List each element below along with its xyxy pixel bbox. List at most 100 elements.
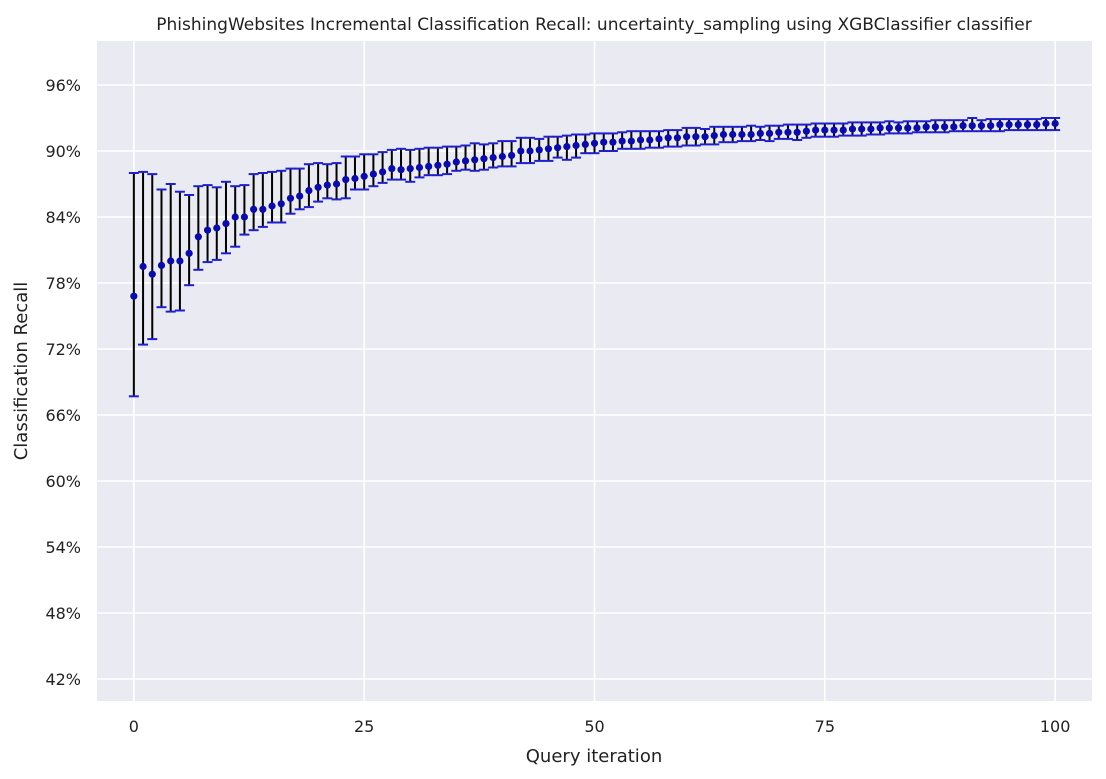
data-point [498, 152, 506, 161]
y-tick-label: 78% [45, 274, 81, 293]
data-point [600, 138, 608, 146]
error-bar [368, 153, 379, 188]
data-point [867, 125, 875, 133]
data-point [1005, 121, 1013, 129]
x-tick-label: 50 [584, 717, 604, 736]
x-tick-label: 25 [354, 717, 374, 736]
data-point [922, 123, 930, 131]
data-point [664, 134, 672, 142]
data-point [342, 176, 350, 184]
data-point [572, 141, 580, 150]
data-point [1033, 121, 1041, 129]
data-point [950, 123, 958, 131]
data-point [885, 124, 893, 132]
y-tick-label: 66% [45, 406, 81, 425]
error-bar [313, 162, 324, 203]
data-point [1051, 119, 1059, 128]
error-bar [276, 169, 287, 224]
data-point [683, 133, 691, 141]
error-bar [267, 170, 278, 224]
data-point [913, 124, 921, 132]
data-point [305, 187, 313, 195]
error-bar [211, 186, 222, 261]
data-point [609, 138, 617, 146]
data-point [517, 147, 525, 155]
error-bar [303, 163, 314, 209]
data-point [139, 262, 147, 271]
error-bar [257, 172, 268, 228]
data-point [157, 261, 166, 269]
x-tick-label: 75 [815, 717, 835, 736]
data-point [425, 162, 433, 170]
x-tick-label: 100 [1040, 717, 1071, 736]
data-point [489, 154, 497, 162]
data-point [940, 123, 949, 131]
error-bar [202, 184, 213, 264]
data-point [655, 135, 663, 143]
data-point [802, 127, 810, 135]
data-point [148, 270, 156, 278]
data-point [222, 220, 230, 228]
data-point [904, 124, 912, 132]
data-point [839, 126, 847, 134]
data-point [434, 161, 442, 169]
data-point [250, 205, 258, 213]
error-bar [184, 194, 195, 287]
error-bar [165, 183, 176, 313]
data-point [360, 172, 368, 180]
data-point [406, 165, 414, 173]
data-point [231, 213, 239, 221]
data-point [203, 226, 212, 234]
data-point [590, 139, 599, 147]
data-point [167, 257, 175, 265]
data-point [213, 224, 221, 232]
data-point [738, 130, 746, 139]
data-point [692, 133, 700, 141]
data-point [535, 146, 543, 154]
error-bar [294, 167, 305, 211]
data-point [747, 130, 755, 139]
data-point [452, 158, 460, 166]
data-point [812, 126, 820, 134]
tick-labels: 42% 48% 54% 60% 66% 72% 78% 84% 90% 96% 0 25 50 75 100 [45, 76, 1070, 736]
data-point [554, 144, 562, 152]
y-tick-label: 96% [45, 76, 81, 95]
data-point [618, 137, 626, 145]
data-point [710, 132, 718, 140]
data-point [848, 125, 857, 133]
error-bar [156, 188, 167, 309]
y-tick-label: 54% [45, 538, 81, 557]
error-bar [138, 170, 149, 346]
error-bar [174, 190, 185, 312]
data-point [240, 213, 249, 221]
error-bar [359, 153, 370, 191]
data-point [968, 122, 976, 130]
data-point [379, 168, 387, 176]
error-bar [442, 145, 453, 176]
data-point [636, 136, 645, 144]
data-point [673, 134, 682, 142]
data-point [286, 194, 295, 202]
data-point [526, 147, 534, 155]
error-bar [414, 147, 425, 179]
data-point [858, 125, 866, 133]
data-point [581, 140, 589, 148]
data-point [775, 128, 783, 136]
data-point [729, 130, 737, 139]
y-axis-label: Classification Recall [11, 282, 32, 461]
data-point [1023, 121, 1032, 129]
data-point [830, 126, 838, 134]
data-point [268, 202, 276, 210]
error-bar [285, 167, 296, 215]
data-point [443, 160, 451, 168]
data-point [563, 143, 571, 151]
data-point [277, 200, 285, 208]
error-bar [239, 184, 250, 236]
data-point [784, 128, 792, 136]
data-point [977, 122, 986, 130]
data-point [194, 233, 202, 241]
error-bar [220, 180, 231, 255]
chart-title: PhishingWebsites Incremental Classificat… [156, 15, 1031, 35]
error-bar [193, 185, 204, 271]
